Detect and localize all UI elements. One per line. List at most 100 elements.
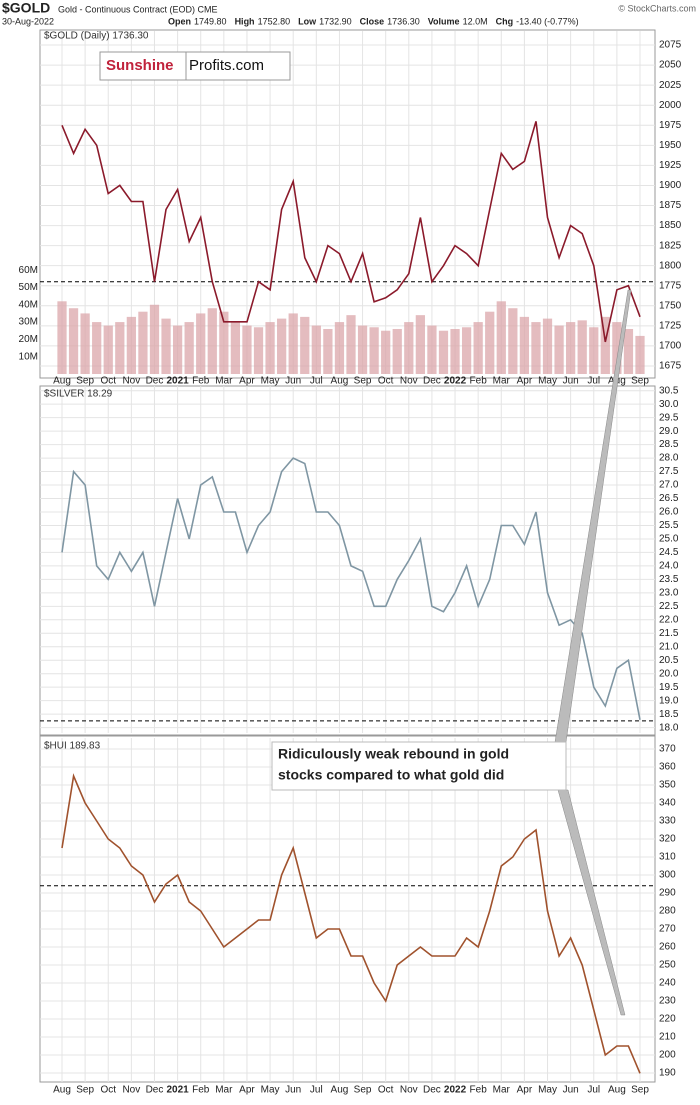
volume-bar xyxy=(531,322,541,374)
y-tick-label: 30.0 xyxy=(659,399,679,410)
volume-bar xyxy=(346,315,356,374)
y-tick-label: 29.5 xyxy=(659,412,679,423)
volume-bar xyxy=(461,327,472,374)
x-tick-label: Jul xyxy=(587,1085,600,1096)
plots: 1675 1700 1725 1750 1775 1800 1825 1850 1875 1900… xyxy=(19,31,682,1096)
annotation-box xyxy=(271,741,567,791)
logo-box xyxy=(99,51,291,81)
volume-bar xyxy=(554,325,564,374)
x-tick-label: Oct xyxy=(100,376,116,387)
y-tick-label: 340 xyxy=(659,798,676,809)
y2-tick-label: 40M xyxy=(19,299,38,310)
x-tick-label: Apr xyxy=(517,1085,533,1096)
y-tick-label: 26.5 xyxy=(659,493,679,504)
x-tick-label: Jun xyxy=(285,1085,301,1096)
y-tick-label: 22.5 xyxy=(659,601,679,612)
y-tick-label: 2000 xyxy=(659,100,682,111)
y-tick-label: 1850 xyxy=(659,220,682,231)
quote-label: Chg xyxy=(496,16,514,26)
y-tick-label: 2050 xyxy=(659,60,682,71)
y2-tick-label: 20M xyxy=(19,334,38,345)
x-tick-label: Feb xyxy=(470,376,488,387)
x-tick-label: Apr xyxy=(517,376,533,387)
volume-bar xyxy=(265,322,275,374)
x-tick-label: Aug xyxy=(53,376,71,387)
y-tick-label: 240 xyxy=(659,978,676,989)
x-tick-label: Oct xyxy=(100,1085,116,1096)
x-tick-label: Apr xyxy=(239,376,255,387)
x-tick-label: Aug xyxy=(331,1085,349,1096)
panel-frame xyxy=(39,385,656,736)
y-tick-label: 20.0 xyxy=(659,668,679,679)
price-line xyxy=(61,457,641,720)
x-tick-label: Nov xyxy=(400,376,418,387)
x-tick-label: Jul xyxy=(310,376,323,387)
volume-bar xyxy=(57,301,67,374)
quote-label: Close xyxy=(360,16,385,26)
volume-bar xyxy=(473,322,483,374)
volume-bar xyxy=(103,325,113,374)
x-tick-label: Aug xyxy=(331,376,349,387)
logo-part1: Sunshine xyxy=(106,57,174,74)
y-tick-label: 330 xyxy=(659,816,676,827)
x-tick-label: Sep xyxy=(354,376,372,387)
volume-bar xyxy=(577,320,587,374)
volume-bar xyxy=(508,308,518,374)
x-tick-label: Sep xyxy=(354,1085,372,1096)
volume-bar xyxy=(277,318,287,374)
volume-bar xyxy=(404,322,414,374)
y-tick-label: 21.0 xyxy=(659,641,679,652)
y-tick-label: 280 xyxy=(659,906,676,917)
volume-bar xyxy=(415,315,425,374)
description: Gold - Continuous Contract (EOD) CME xyxy=(58,4,218,14)
y-tick-label: 290 xyxy=(659,888,676,899)
x-tick-label: May xyxy=(538,1085,557,1096)
y-tick-label: 19.0 xyxy=(659,695,679,706)
y-tick-label: 1875 xyxy=(659,200,682,211)
y-tick-label: 21.5 xyxy=(659,628,679,639)
y-tick-label: 28.0 xyxy=(659,453,679,464)
y-tick-label: 26.0 xyxy=(659,507,679,518)
y-tick-label: 25.5 xyxy=(659,520,679,531)
x-tick-label: Sep xyxy=(631,376,649,387)
y-tick-label: 230 xyxy=(659,996,676,1007)
x-tick-label: Nov xyxy=(122,376,140,387)
y-tick-label: 19.5 xyxy=(659,682,679,693)
y-tick-label: 23.5 xyxy=(659,574,679,585)
volume-bar xyxy=(438,330,449,374)
volume-bar xyxy=(519,316,530,374)
volume-bar xyxy=(589,327,599,374)
x-tick-label: Dec xyxy=(423,376,441,387)
volume-bar xyxy=(566,322,576,374)
volume-bar xyxy=(92,322,102,374)
y-tick-label: 1700 xyxy=(659,341,682,352)
x-tick-label: May xyxy=(261,376,280,387)
y-tick-label: 320 xyxy=(659,834,676,845)
x-tick-label: Nov xyxy=(122,1085,140,1096)
x-tick-label: Jun xyxy=(285,376,301,387)
y-tick-label: 190 xyxy=(659,1068,676,1079)
x-tick-label: Sep xyxy=(631,1085,649,1096)
volume-bar xyxy=(381,330,391,374)
y-tick-label: 220 xyxy=(659,1014,676,1025)
x-tick-label: 2021 xyxy=(166,376,189,387)
panel-title: $SILVER 18.29 xyxy=(44,389,113,400)
volume-bar xyxy=(172,325,183,374)
y-tick-label: 1825 xyxy=(659,240,682,251)
volume-bar xyxy=(496,301,506,374)
x-tick-label: Oct xyxy=(378,1085,394,1096)
volume-bar xyxy=(612,322,622,374)
y-tick-label: 30.5 xyxy=(659,385,679,396)
x-tick-label: Jul xyxy=(587,376,600,387)
y-tick-label: 29.0 xyxy=(659,426,679,437)
annotation-line: Ridiculously weak rebound in gold xyxy=(278,746,509,762)
volume-bar xyxy=(357,325,368,374)
y-tick-label: 300 xyxy=(659,870,676,881)
panel-title: $HUI 189.83 xyxy=(44,741,101,752)
volume-bar xyxy=(196,313,206,374)
symbol: $GOLD xyxy=(2,0,50,16)
x-tick-label: Feb xyxy=(192,1085,210,1096)
volume-bar xyxy=(68,308,79,374)
volume-bar xyxy=(242,325,252,374)
y-tick-label: 310 xyxy=(659,852,676,863)
